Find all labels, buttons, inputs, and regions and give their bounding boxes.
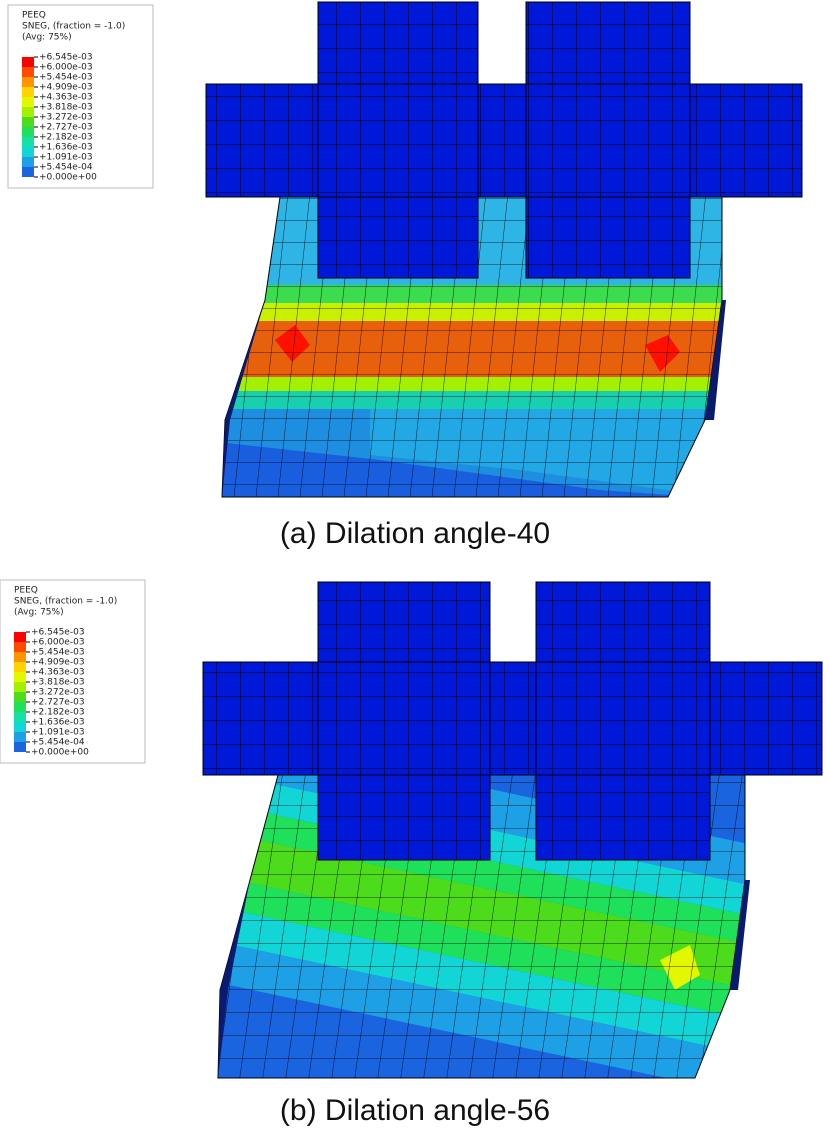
legend-swatch <box>22 57 34 67</box>
caption: (b) Dilation angle-56 <box>280 1094 550 1127</box>
legend-swatch <box>14 722 26 732</box>
legend-label: +3.272e-03 <box>31 688 85 698</box>
legend-label: +5.454e-03 <box>31 648 85 658</box>
legend-label: +1.636e-03 <box>39 143 93 153</box>
legend-swatch <box>14 702 26 712</box>
legend-label: +4.909e-03 <box>31 658 85 668</box>
legend-swatch <box>22 147 34 157</box>
legend-label: +6.545e-03 <box>31 628 85 638</box>
blocks-b <box>202 581 823 861</box>
legend-swatch <box>14 682 26 692</box>
legend-swatch <box>14 692 26 702</box>
legend-avg: (Avg: 75%) <box>14 608 64 618</box>
legend-label: +2.727e-03 <box>31 698 85 708</box>
legend-swatch <box>22 67 34 77</box>
legend-label: +4.909e-03 <box>39 83 93 93</box>
legend-label: +2.182e-03 <box>31 708 85 718</box>
legend-swatch <box>22 77 34 87</box>
legend-title: PEEQ <box>14 586 38 596</box>
legend-swatch <box>22 97 34 107</box>
legend-label: +0.000e+00 <box>39 173 97 183</box>
legend-label: +2.727e-03 <box>39 123 93 133</box>
legend-swatch <box>14 672 26 682</box>
legend-subtitle: SNEG, (fraction = -1.0) <box>22 22 125 32</box>
legend-label: +5.454e-04 <box>39 163 93 173</box>
legend-swatch <box>14 652 26 662</box>
legend-swatch <box>22 87 34 97</box>
legend-avg: (Avg: 75%) <box>22 33 72 43</box>
legend-swatch <box>14 662 26 672</box>
legend-swatch <box>22 117 34 127</box>
legend-title: PEEQ <box>22 11 46 21</box>
legend-swatch <box>14 732 26 742</box>
legend-label: +3.272e-03 <box>39 113 93 123</box>
legend-label: +6.545e-03 <box>39 53 93 63</box>
legend-subtitle: SNEG, (fraction = -1.0) <box>14 597 117 607</box>
caption: (a) Dilation angle-40 <box>280 517 550 550</box>
legend-swatch <box>22 157 34 167</box>
legend-label: +4.363e-03 <box>31 668 85 678</box>
legend-swatch <box>22 167 34 177</box>
legend-label: +1.636e-03 <box>31 718 85 728</box>
legend-label: +2.182e-03 <box>39 133 93 143</box>
blocks-a <box>205 1 803 279</box>
legend-swatch <box>14 742 26 752</box>
legend-swatch <box>14 642 26 652</box>
legend-label: +6.000e-03 <box>39 63 93 73</box>
legend-label: +6.000e-03 <box>31 638 85 648</box>
legend-label: +0.000e+00 <box>31 748 89 758</box>
legend-swatch <box>22 127 34 137</box>
legend-label: +3.818e-03 <box>39 103 93 113</box>
legend-swatch <box>14 712 26 722</box>
legend-swatch <box>22 107 34 117</box>
legend-label: +4.363e-03 <box>39 93 93 103</box>
legend-label: +1.091e-03 <box>39 153 93 163</box>
legend-label: +1.091e-03 <box>31 728 85 738</box>
legend-swatch <box>14 632 26 642</box>
legend-swatch <box>22 137 34 147</box>
legend-label: +5.454e-04 <box>31 738 85 748</box>
legend-label: +5.454e-03 <box>39 73 93 83</box>
legend-label: +3.818e-03 <box>31 678 85 688</box>
